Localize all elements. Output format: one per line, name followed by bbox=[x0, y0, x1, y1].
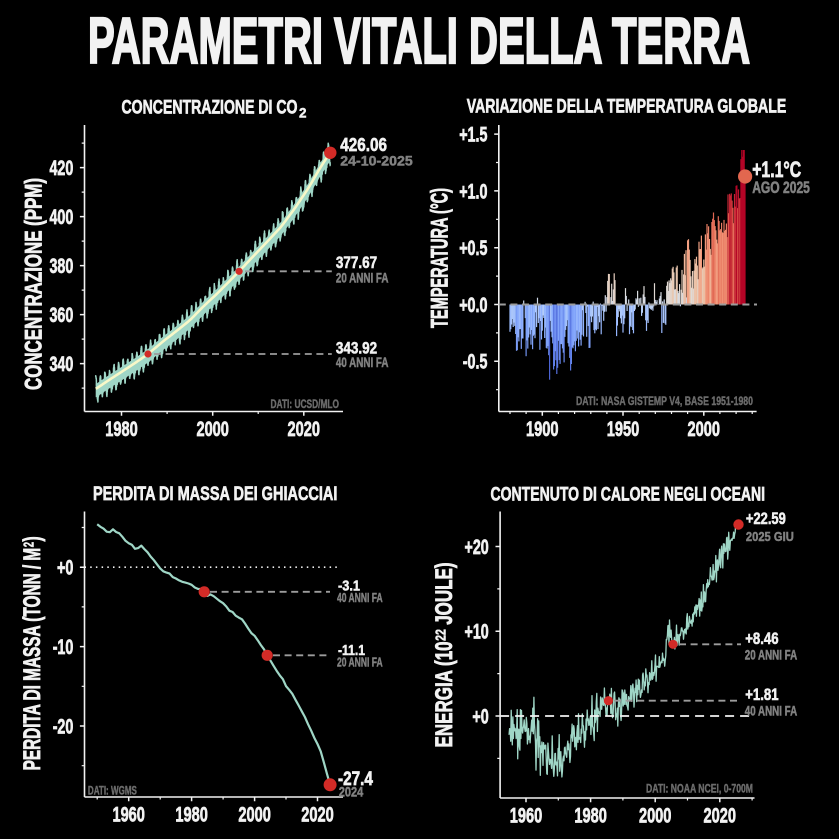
svg-text:40 ANNI FA: 40 ANNI FA bbox=[336, 354, 389, 370]
svg-text:+22.59: +22.59 bbox=[746, 509, 786, 528]
svg-text:2020: 2020 bbox=[301, 803, 334, 827]
svg-text:1900: 1900 bbox=[526, 417, 559, 441]
svg-text:360: 360 bbox=[50, 304, 74, 327]
svg-text:CONCENTRAZIONE (PPM): CONCENTRAZIONE (PPM) bbox=[21, 178, 48, 390]
svg-text:CONCENTRAZIONE DI CO: CONCENTRAZIONE DI CO bbox=[122, 97, 298, 119]
svg-text:340: 340 bbox=[50, 353, 74, 376]
svg-text:-27.4: -27.4 bbox=[338, 768, 373, 790]
svg-text:2025 GIU: 2025 GIU bbox=[746, 529, 794, 544]
svg-text:-0.5: -0.5 bbox=[463, 351, 488, 374]
svg-text:-10: -10 bbox=[53, 636, 74, 659]
svg-text:DATI: NOAA NCEI, 0-700M: DATI: NOAA NCEI, 0-700M bbox=[646, 782, 753, 796]
svg-text:380: 380 bbox=[50, 255, 74, 278]
svg-text:+0: +0 bbox=[472, 705, 488, 728]
svg-text:2000: 2000 bbox=[196, 417, 229, 441]
svg-text:400: 400 bbox=[50, 206, 74, 229]
svg-text:): ) bbox=[19, 536, 46, 541]
svg-text:-3.1: -3.1 bbox=[338, 579, 360, 595]
svg-text:-11.1: -11.1 bbox=[338, 643, 365, 659]
svg-text:2000: 2000 bbox=[688, 417, 721, 441]
svg-text:TEMPERATURA (°C): TEMPERATURA (°C) bbox=[426, 188, 453, 328]
svg-text:2: 2 bbox=[299, 105, 307, 121]
svg-text:20 ANNI FA: 20 ANNI FA bbox=[745, 647, 797, 663]
svg-text:22: 22 bbox=[433, 629, 450, 641]
svg-text:+0.0: +0.0 bbox=[459, 294, 487, 317]
svg-text:420: 420 bbox=[50, 157, 74, 180]
svg-text:PERDITA DI MASSA (TONN / M: PERDITA DI MASSA (TONN / M bbox=[19, 548, 46, 771]
svg-text:PARAMETRI VITALI DELLA TERRA: PARAMETRI VITALI DELLA TERRA bbox=[88, 4, 750, 77]
svg-text:+1.0: +1.0 bbox=[459, 180, 487, 203]
svg-text:1960: 1960 bbox=[112, 803, 145, 827]
svg-text:-20: -20 bbox=[53, 715, 74, 738]
svg-text:+10: +10 bbox=[465, 621, 489, 644]
svg-text:DATI: NASA GISTEMP V4, BASE 19: DATI: NASA GISTEMP V4, BASE 1951-1980 bbox=[576, 394, 753, 408]
svg-text:ENERGIA (10: ENERGIA (10 bbox=[431, 641, 458, 747]
svg-text:PERDITA DI MASSA DEI GHIACCIAI: PERDITA DI MASSA DEI GHIACCIAI bbox=[93, 483, 338, 505]
svg-text:24-10-2025: 24-10-2025 bbox=[340, 153, 413, 169]
svg-text:DATI: WGMS: DATI: WGMS bbox=[88, 783, 137, 797]
svg-text:+0.5: +0.5 bbox=[459, 237, 487, 260]
svg-text:40 ANNI FA: 40 ANNI FA bbox=[745, 703, 797, 719]
svg-text:1980: 1980 bbox=[175, 803, 208, 827]
svg-text:CONTENUTO DI CALORE NEGLI OCEA: CONTENUTO DI CALORE NEGLI OCEANI bbox=[491, 484, 766, 506]
svg-text:2: 2 bbox=[21, 542, 38, 547]
svg-text:2000: 2000 bbox=[639, 804, 672, 828]
svg-text:+1.81: +1.81 bbox=[745, 685, 778, 704]
svg-text:+20: +20 bbox=[465, 536, 489, 559]
svg-text:2020: 2020 bbox=[288, 417, 321, 441]
svg-text:VARIAZIONE DELLA TEMPERATURA G: VARIAZIONE DELLA TEMPERATURA GLOBALE bbox=[467, 96, 787, 118]
svg-text:40 ANNI FA: 40 ANNI FA bbox=[337, 590, 383, 605]
svg-text:2000: 2000 bbox=[238, 803, 271, 827]
svg-text:343.92: 343.92 bbox=[336, 340, 377, 358]
svg-text:1980: 1980 bbox=[105, 417, 138, 441]
svg-text:+8.46: +8.46 bbox=[745, 629, 778, 648]
svg-text:2024: 2024 bbox=[339, 784, 364, 799]
svg-text:AGO 2025: AGO 2025 bbox=[752, 179, 810, 197]
svg-text:1950: 1950 bbox=[607, 417, 640, 441]
svg-text:20 ANNI FA: 20 ANNI FA bbox=[336, 270, 389, 286]
svg-text:20 ANNI FA: 20 ANNI FA bbox=[337, 654, 383, 669]
svg-text:2020: 2020 bbox=[704, 804, 737, 828]
svg-text:+0: +0 bbox=[57, 557, 73, 580]
svg-text:1960: 1960 bbox=[510, 804, 543, 828]
svg-text:377.67: 377.67 bbox=[336, 254, 377, 272]
svg-text:+1.5: +1.5 bbox=[459, 124, 487, 147]
svg-text:DATI: UCSD/MLO: DATI: UCSD/MLO bbox=[271, 397, 340, 411]
svg-text:+1.1°C: +1.1°C bbox=[752, 157, 801, 182]
svg-text:JOULE): JOULE) bbox=[431, 563, 458, 625]
svg-text:1980: 1980 bbox=[574, 804, 607, 828]
svg-text:426.06: 426.06 bbox=[340, 134, 387, 155]
